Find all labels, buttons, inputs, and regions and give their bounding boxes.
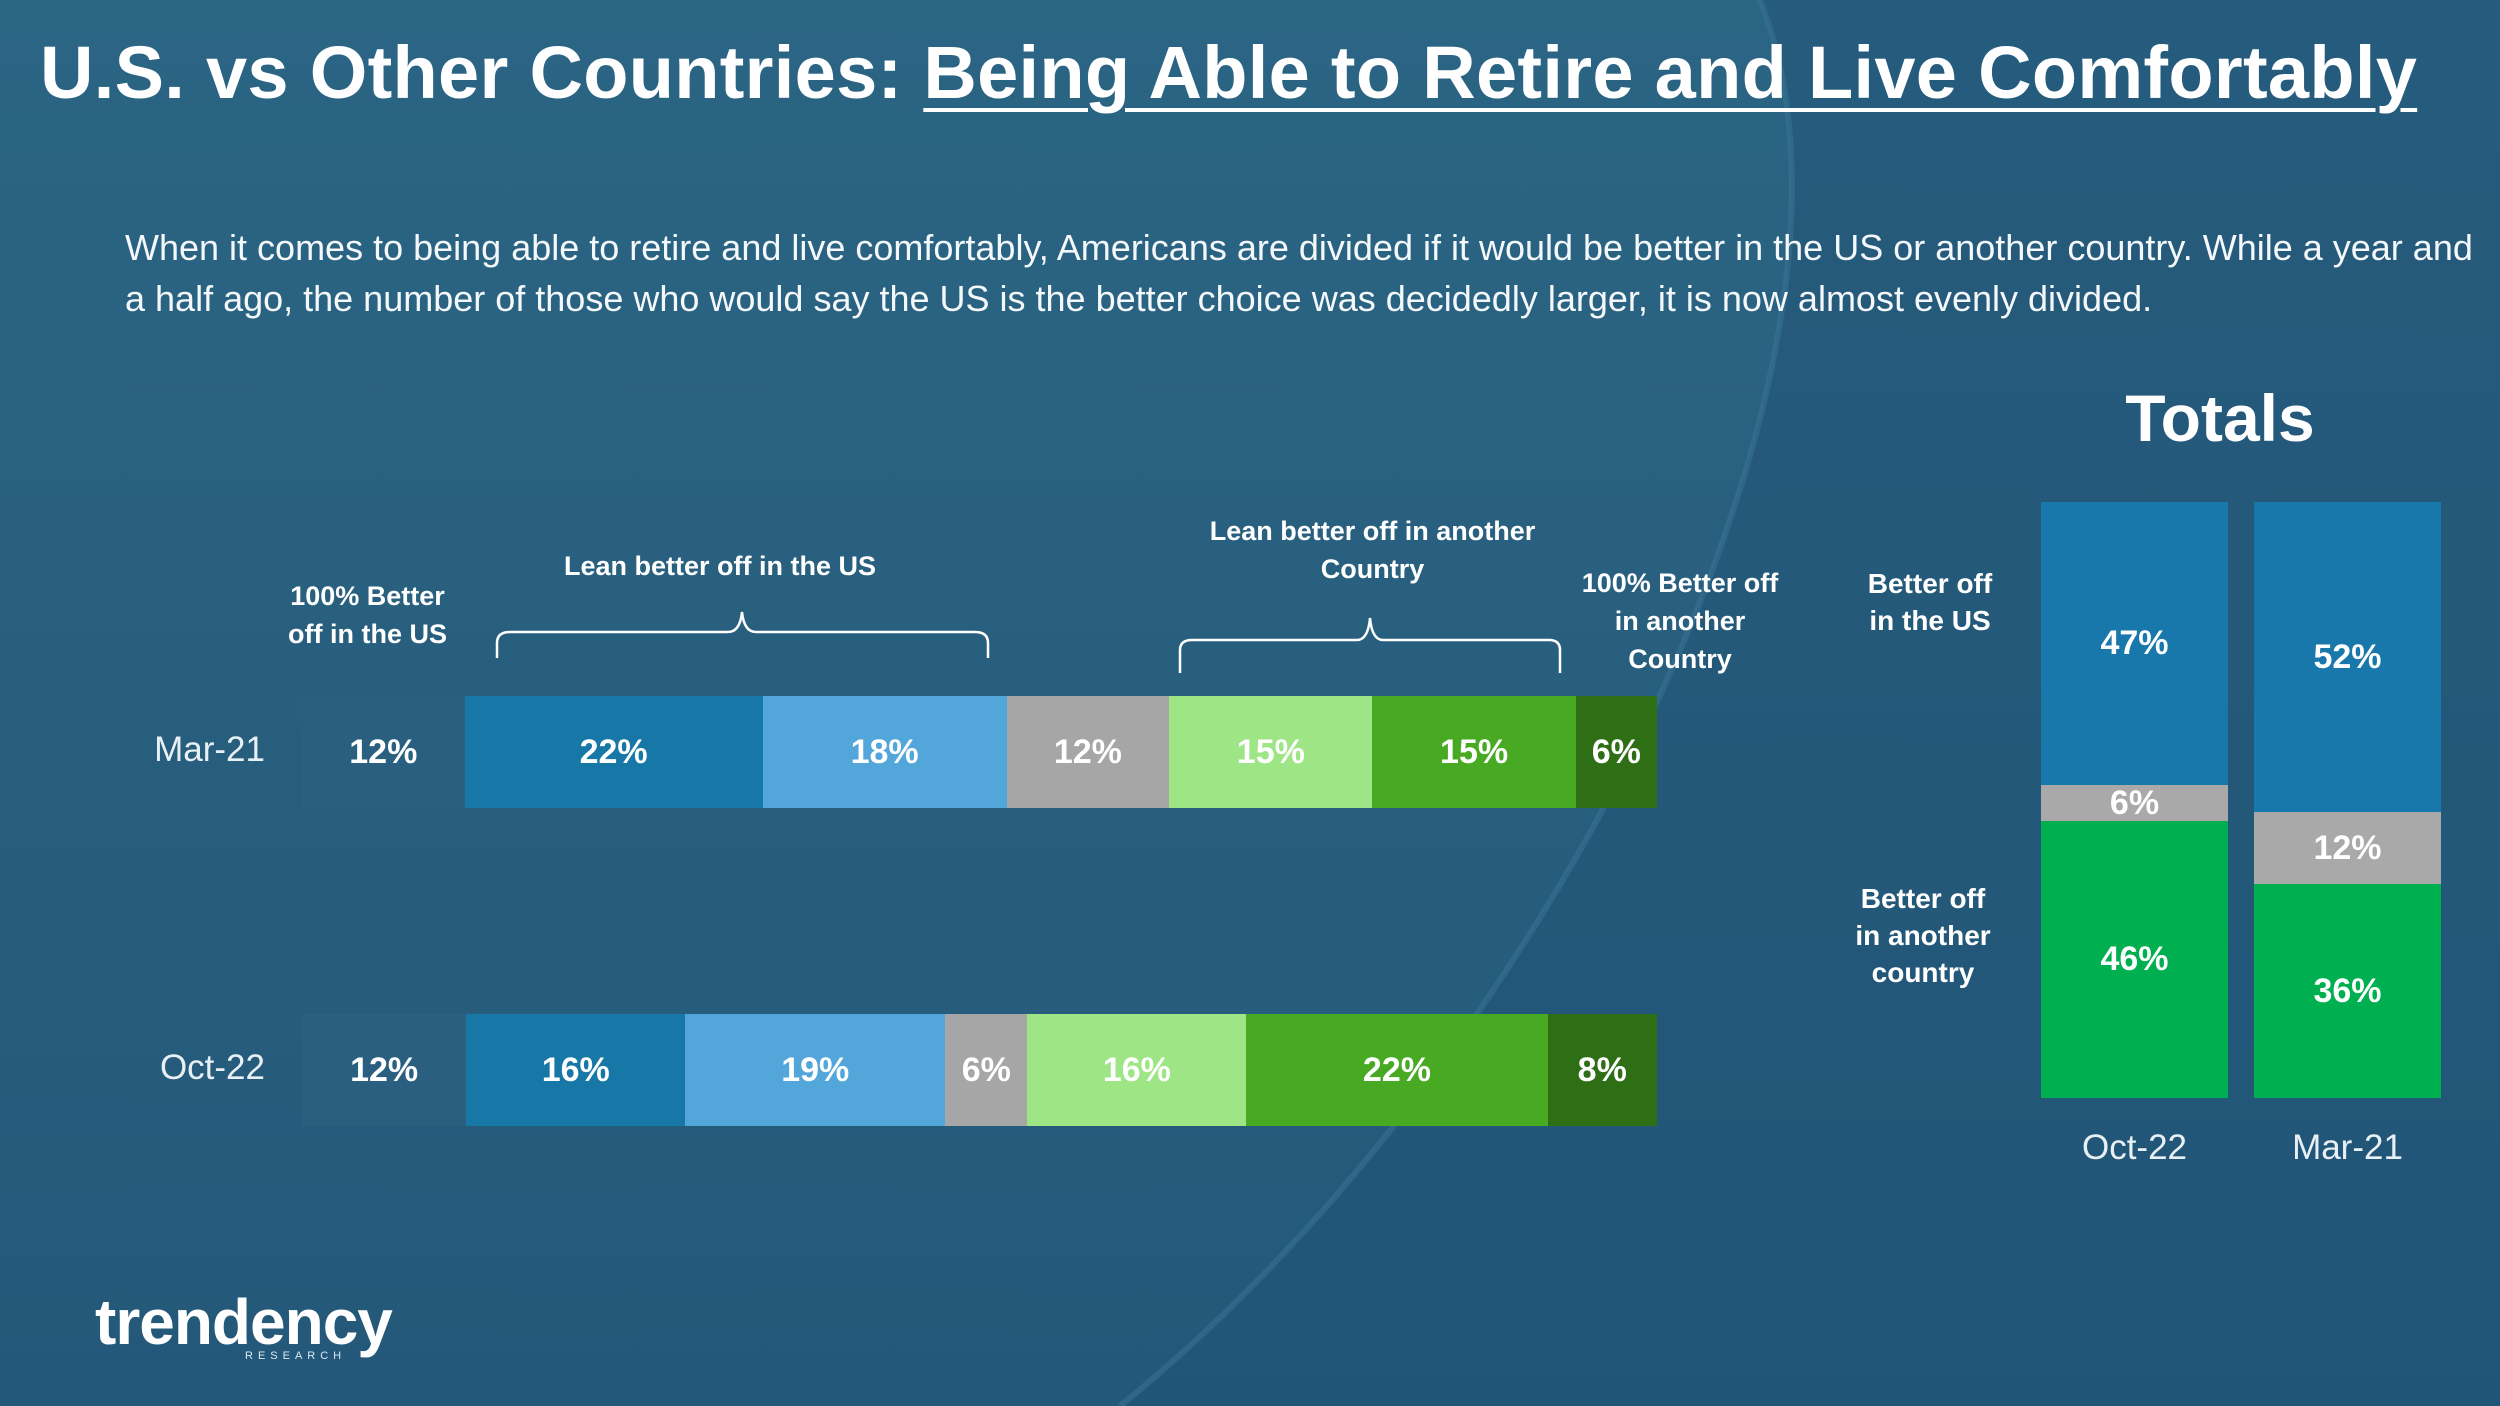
stacked-bar-oct22: 12% 16% 19% 6% 16% 22% 8% xyxy=(302,1014,1657,1126)
logo-wordmark: trendency xyxy=(95,1286,393,1358)
totals-segment-oct22-us: 47% xyxy=(2041,502,2228,785)
bar-segment-oct22-full-other: 8% xyxy=(1547,1014,1657,1126)
bar-segment-oct22-lean-other-mild: 16% xyxy=(1027,1014,1247,1126)
totals-segment-mar21-other: 36% xyxy=(2254,884,2441,1098)
totals-segment-mar21-neutral: 12% xyxy=(2254,812,2441,884)
title-highlight: Being Able to Retire and Live Comfortabl… xyxy=(923,31,2418,114)
totals-xlabel-oct22: Oct-22 xyxy=(2081,1128,2188,1167)
label-full-us: 100% Better off in the US xyxy=(288,581,447,649)
bracket-lean-us xyxy=(495,611,990,658)
row-label-mar21: Mar-21 xyxy=(154,730,265,769)
page-title: U.S. vs Other Countries: Being Able to R… xyxy=(40,30,2417,115)
row-label-oct22: Oct-22 xyxy=(159,1048,265,1087)
bar-segment-mar21-full-other: 6% xyxy=(1575,696,1657,808)
bar-segment-oct22-lean-other-strong: 22% xyxy=(1246,1014,1548,1126)
totals-segment-oct22-neutral: 6% xyxy=(2041,784,2228,822)
totals-label-us: Better off in the US xyxy=(1867,568,1993,636)
subtitle: When it comes to being able to retire an… xyxy=(125,227,2473,319)
bar-segment-oct22-lean-us-strong: 16% xyxy=(466,1014,686,1126)
logo-subtext: RESEARCH xyxy=(245,1350,347,1362)
totals-title: Totals xyxy=(2125,381,2315,455)
bar-segment-oct22-neutral: 6% xyxy=(945,1014,1028,1126)
label-lean-us: Lean better off in the US xyxy=(563,551,877,581)
totals-bar-mar21: 52% 12% 36% xyxy=(2254,502,2441,1098)
bar-segment-oct22-lean-us-mild: 19% xyxy=(685,1014,946,1126)
trendency-logo: trendency RESEARCH xyxy=(95,1286,393,1362)
bracket-lean-other xyxy=(1178,617,1562,673)
label-lean-other: Lean better off in another Country xyxy=(1209,516,1536,584)
title-prefix: U.S. vs Other Countries: xyxy=(40,31,924,114)
label-full-other: 100% Better off in another Country xyxy=(1581,568,1779,674)
bar-segment-mar21-lean-us-mild: 18% xyxy=(762,696,1007,808)
bar-segment-mar21-lean-other-strong: 15% xyxy=(1372,696,1576,808)
totals-xlabel-mar21: Mar-21 xyxy=(2292,1128,2403,1167)
totals-label-other: Better off in another country xyxy=(1855,883,1991,988)
totals-bar-oct22: 47% 6% 46% xyxy=(2041,502,2228,1098)
bar-segment-oct22-full-us: 12% xyxy=(302,1014,467,1126)
bar-segment-mar21-lean-other-mild: 15% xyxy=(1169,696,1373,808)
stacked-bar-mar21: 12% 22% 18% 12% 15% 15% 6% xyxy=(302,696,1657,808)
totals-segment-oct22-other: 46% xyxy=(2041,821,2228,1098)
bar-segment-mar21-full-us: 12% xyxy=(302,696,465,808)
bar-segment-mar21-neutral: 12% xyxy=(1006,696,1170,808)
bar-segment-mar21-lean-us-strong: 22% xyxy=(464,696,763,808)
totals-segment-mar21-us: 52% xyxy=(2254,502,2441,812)
